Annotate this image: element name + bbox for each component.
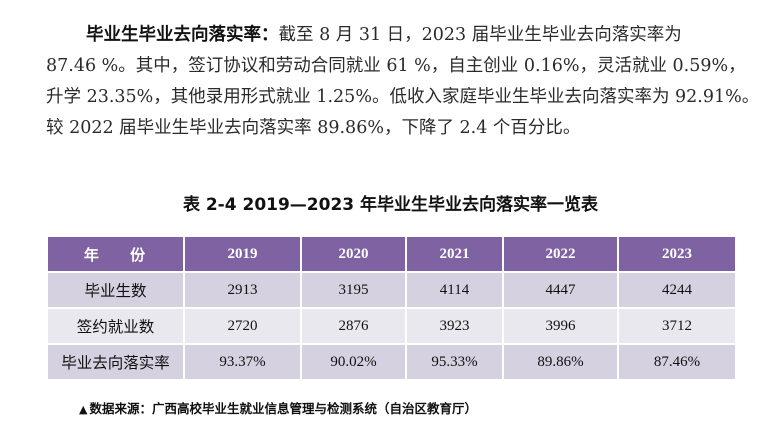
table-cell: 93.37% (183, 343, 302, 381)
header-year-label: 年 份 (46, 235, 185, 273)
table-cell: 4447 (502, 271, 619, 309)
table-cell: 3996 (502, 307, 619, 345)
paragraph-line-2: 87.46 %。其中，签订协议和劳动合同就业 61 %，自主创业 0.16%，灵… (46, 56, 746, 76)
header-2023: 2023 (617, 235, 737, 273)
header-2020: 2020 (300, 235, 407, 273)
table-cell: 89.86% (502, 343, 619, 381)
table-caption: 表 2-4 2019—2023 年毕业生毕业去向落实率一览表 (182, 195, 599, 215)
row-label: 签约就业数 (46, 307, 185, 345)
summary-paragraph: 毕业生毕业去向落实率：截至 8 月 31 日，2023 届毕业生毕业去向落实率为… (46, 20, 760, 144)
table-row-signed: 签约就业数 2720 2876 3923 3996 3712 (46, 307, 737, 345)
paragraph-line-1: 毕业生毕业去向落实率：截至 8 月 31 日，2023 届毕业生毕业去向落实率为 (46, 20, 746, 51)
triangle-marker-icon: ▲ (79, 403, 88, 416)
header-2019: 2019 (183, 235, 302, 273)
row-label: 毕业生数 (46, 271, 185, 309)
table-cell: 2876 (300, 307, 407, 345)
table-cell: 95.33% (405, 343, 504, 381)
header-2022: 2022 (502, 235, 619, 273)
table-cell: 2913 (183, 271, 302, 309)
table-cell: 3712 (617, 307, 737, 345)
table-row-rate: 毕业去向落实率 93.37% 90.02% 95.33% 89.86% 87.4… (46, 343, 737, 381)
table-cell: 3195 (300, 271, 407, 309)
table-cell: 4114 (405, 271, 504, 309)
table-cell: 4244 (617, 271, 737, 309)
row-label: 毕业去向落实率 (46, 343, 185, 381)
table-cell: 87.46% (617, 343, 737, 381)
table-cell: 90.02% (300, 343, 407, 381)
table-row-graduates: 毕业生数 2913 3195 4114 4447 4244 (46, 271, 737, 309)
data-source-text: 数据来源：广西高校毕业生就业信息管理与检测系统（自治区教育厅） (89, 401, 477, 416)
paragraph-lead: 毕业生毕业去向落实率： (86, 25, 279, 45)
data-source-note: ▲ 数据来源：广西高校毕业生就业信息管理与检测系统（自治区教育厅） (79, 398, 477, 417)
table-header-row: 年 份 2019 2020 2021 2022 2023 (46, 235, 737, 273)
header-2021: 2021 (405, 235, 504, 273)
paragraph-line-1-text: 截至 8 月 31 日，2023 届毕业生毕业去向落实率为 (278, 25, 682, 45)
paragraph-line-3: 升学 23.35%，其他录用形式就业 1.25%。低收入家庭毕业生毕业去向落实率… (46, 87, 760, 107)
paragraph-line-4: 较 2022 届毕业生毕业去向落实率 89.86%，下降了 2.4 个百分比。 (46, 118, 581, 138)
table-cell: 3923 (405, 307, 504, 345)
table-cell: 2720 (183, 307, 302, 345)
graduation-rate-table: 年 份 2019 2020 2021 2022 2023 毕业生数 2913 3… (46, 235, 737, 381)
